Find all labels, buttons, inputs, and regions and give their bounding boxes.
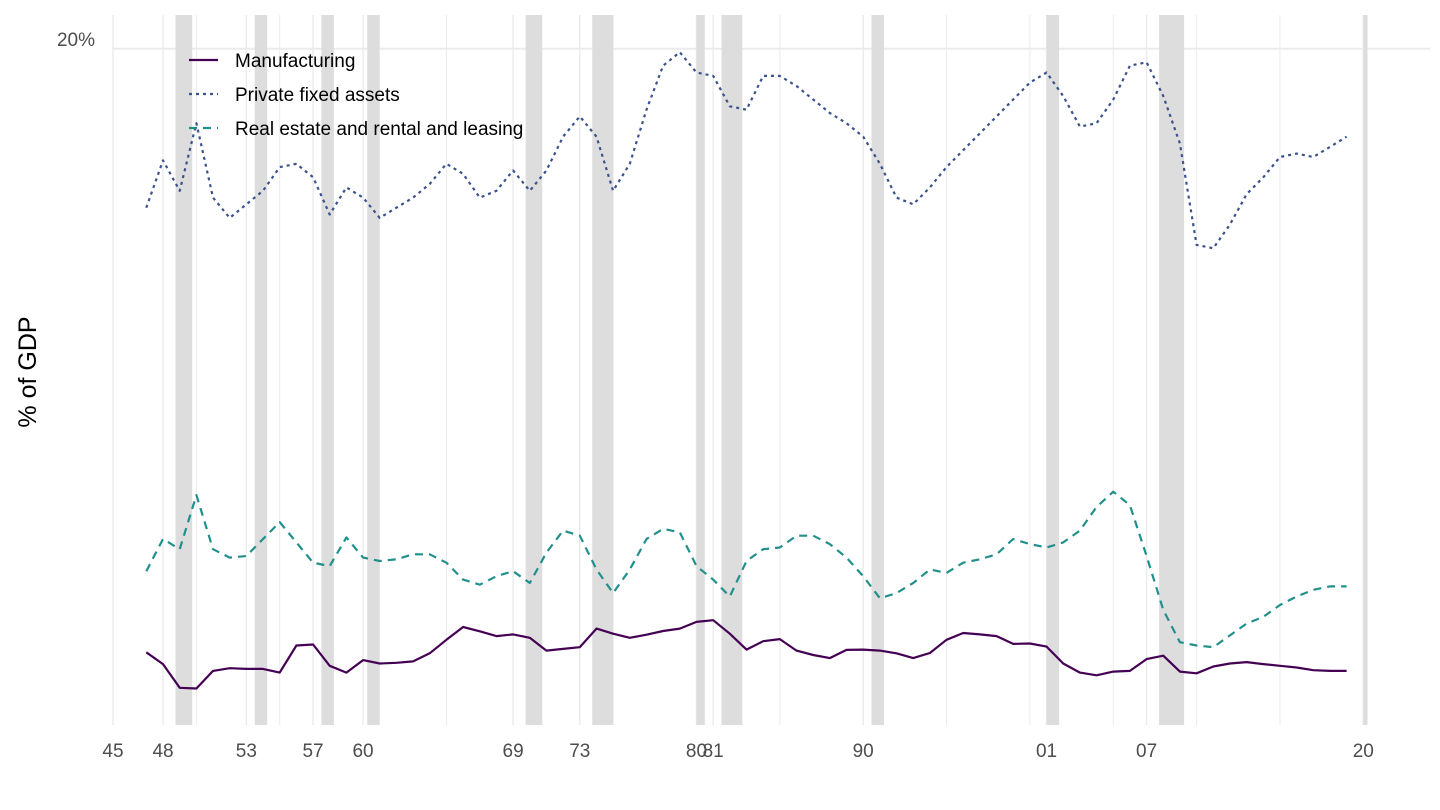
- recession-band: [696, 15, 705, 725]
- x-tick-label: 57: [302, 741, 323, 762]
- recession-band: [592, 15, 614, 725]
- series-line-2: [145, 490, 1347, 649]
- legend-label-0: Manufacturing: [235, 51, 355, 72]
- recession-band: [525, 15, 543, 725]
- y-axis-label: % of GDP: [14, 316, 42, 427]
- recession-band: [1046, 15, 1060, 725]
- x-tick-label: 53: [236, 741, 257, 762]
- x-tick-label: 20: [1353, 741, 1374, 762]
- recession-band: [367, 15, 380, 725]
- recession-band: [871, 15, 885, 725]
- x-tick-label: 73: [569, 741, 590, 762]
- series-lines: [145, 51, 1348, 690]
- x-tick-label: 69: [503, 741, 524, 762]
- recession-band: [254, 15, 268, 725]
- recession-band: [175, 15, 193, 725]
- legend-label-2: Real estate and rental and leasing: [235, 119, 523, 140]
- x-tick-label: 01: [1036, 741, 1057, 762]
- recession-band: [1363, 15, 1368, 725]
- recession-band: [321, 15, 334, 725]
- legend-label-1: Private fixed assets: [235, 85, 400, 106]
- x-tick-label: 60: [352, 741, 373, 762]
- x-tick-label: 48: [152, 741, 173, 762]
- x-tick-label: 90: [853, 741, 874, 762]
- x-tick-label: 45: [102, 741, 123, 762]
- recession-band: [721, 15, 743, 725]
- x-tick-label: 07: [1136, 741, 1157, 762]
- legend: Manufacturing Private fixed assets Real es…: [189, 51, 523, 140]
- y-tick-label: 20%: [57, 30, 95, 51]
- x-tick-label: 81: [703, 741, 724, 762]
- series-line-0: [145, 619, 1347, 690]
- x-tick-label: 80: [686, 741, 707, 762]
